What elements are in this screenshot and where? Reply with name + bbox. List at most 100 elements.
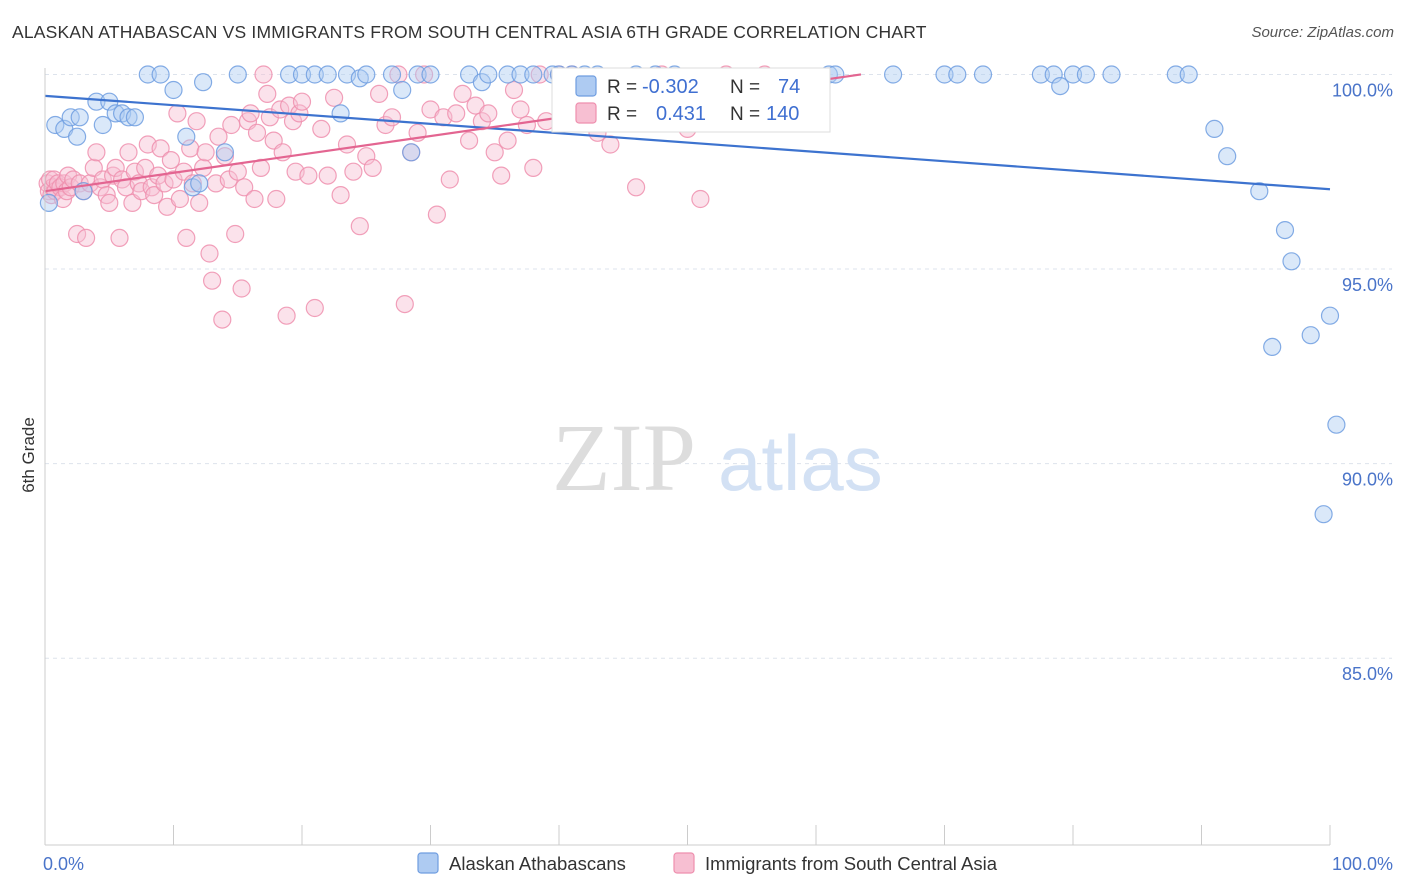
point-immigrants-south-central-asia: [601, 135, 620, 154]
point-alaskan-athabascans: [164, 80, 183, 100]
point-immigrants-south-central-asia: [498, 131, 517, 150]
point-alaskan-athabascans: [421, 65, 440, 84]
legend-swatch-blue: [575, 75, 597, 97]
legend-r-value-1: -0.302: [642, 76, 699, 98]
point-immigrants-south-central-asia: [305, 298, 324, 318]
point-alaskan-athabascans: [1282, 252, 1301, 271]
point-immigrants-south-central-asia: [440, 170, 459, 189]
point-alaskan-athabascans: [177, 127, 196, 146]
point-immigrants-south-central-asia: [299, 166, 318, 185]
point-immigrants-south-central-asia: [228, 162, 247, 181]
legend-n-value-1: 74: [778, 76, 800, 98]
point-alaskan-athabascans: [125, 108, 144, 127]
point-alaskan-athabascans: [119, 108, 138, 127]
legend-r-label-2: R =: [607, 104, 637, 125]
point-immigrants-south-central-asia: [626, 178, 646, 197]
point-alaskan-athabascans: [1102, 65, 1121, 84]
point-alaskan-athabascans: [39, 193, 59, 212]
y-tick-label: 100.0%: [1332, 80, 1393, 100]
point-immigrants-south-central-asia: [350, 217, 369, 236]
point-alaskan-athabascans: [1205, 119, 1224, 138]
point-alaskan-athabascans: [948, 65, 967, 84]
trend-line-alaskan-athabascans: [44, 94, 1331, 191]
point-immigrants-south-central-asia: [485, 143, 504, 162]
x-tick-label-max: 100.0%: [1332, 854, 1393, 874]
bottom-legend-label-2: Immigrants from South Central Asia: [705, 853, 998, 874]
point-immigrants-south-central-asia: [331, 186, 350, 205]
stats-legend: R = -0.302 N = 74 R = 0.431 N = 140: [551, 67, 831, 133]
source-label: Source: ZipAtlas.com: [1251, 24, 1394, 41]
point-immigrants-south-central-asia: [106, 158, 125, 177]
y-axis-title: 6th Grade: [19, 417, 38, 493]
point-immigrants-south-central-asia: [318, 166, 337, 185]
point-alaskan-athabascans: [479, 65, 498, 84]
watermark-atlas: atlas: [718, 419, 883, 507]
y-tick-label: 95.0%: [1342, 275, 1393, 295]
point-immigrants-south-central-asia: [119, 143, 138, 162]
point-immigrants-south-central-asia: [254, 65, 273, 84]
point-alaskan-athabascans: [1179, 65, 1198, 84]
point-alaskan-athabascans: [511, 65, 530, 84]
legend-n-label-2: N =: [730, 104, 760, 125]
point-alaskan-athabascans: [1051, 76, 1070, 96]
point-immigrants-south-central-asia: [161, 151, 180, 170]
point-immigrants-south-central-asia: [492, 166, 511, 185]
point-immigrants-south-central-asia: [177, 228, 196, 247]
point-immigrants-south-central-asia: [203, 271, 222, 290]
point-immigrants-south-central-asia: [382, 108, 402, 127]
y-tick-label: 85.0%: [1342, 664, 1393, 684]
point-alaskan-athabascans: [393, 80, 412, 100]
point-alaskan-athabascans: [215, 143, 234, 162]
point-alaskan-athabascans: [280, 65, 299, 84]
point-immigrants-south-central-asia: [691, 189, 710, 209]
point-alaskan-athabascans: [1320, 306, 1340, 325]
point-immigrants-south-central-asia: [357, 147, 376, 166]
point-alaskan-athabascans: [190, 174, 209, 193]
x-tick-label-min: 0.0%: [43, 854, 84, 874]
point-immigrants-south-central-asia: [511, 100, 530, 119]
point-alaskan-athabascans: [1250, 182, 1269, 201]
point-immigrants-south-central-asia: [524, 158, 543, 177]
axes: 100.0% 95.0% 90.0% 85.0% 0.0% 100.0%: [43, 68, 1393, 874]
watermark-zip: ZIP: [552, 404, 696, 511]
point-immigrants-south-central-asia: [258, 84, 277, 104]
point-alaskan-athabascans: [228, 65, 247, 84]
point-alaskan-athabascans: [93, 115, 112, 135]
point-alaskan-athabascans: [883, 65, 903, 84]
point-immigrants-south-central-asia: [222, 115, 241, 135]
point-immigrants-south-central-asia: [209, 127, 228, 146]
point-alaskan-athabascans: [1275, 221, 1295, 240]
point-immigrants-south-central-asia: [267, 189, 286, 209]
point-immigrants-south-central-asia: [277, 306, 296, 325]
point-alaskan-athabascans: [138, 65, 157, 84]
stats-legend-box: [551, 67, 831, 133]
point-immigrants-south-central-asia: [213, 310, 232, 329]
point-immigrants-south-central-asia: [370, 84, 389, 104]
point-immigrants-south-central-asia: [504, 80, 524, 100]
point-immigrants-south-central-asia: [395, 295, 414, 314]
point-immigrants-south-central-asia: [363, 158, 382, 177]
point-immigrants-south-central-asia: [226, 224, 245, 244]
point-immigrants-south-central-asia: [100, 193, 119, 212]
point-immigrants-south-central-asia: [125, 162, 144, 181]
point-immigrants-south-central-asia: [187, 112, 206, 131]
point-immigrants-south-central-asia: [110, 228, 129, 247]
point-immigrants-south-central-asia: [232, 279, 251, 298]
point-alaskan-athabascans: [1218, 147, 1237, 166]
point-immigrants-south-central-asia: [196, 143, 215, 162]
point-alaskan-athabascans: [70, 108, 89, 127]
point-immigrants-south-central-asia: [460, 131, 479, 150]
point-immigrants-south-central-asia: [190, 193, 209, 212]
point-alaskan-athabascans: [87, 92, 106, 111]
point-alaskan-athabascans: [408, 65, 427, 84]
point-immigrants-south-central-asia: [151, 139, 170, 158]
point-immigrants-south-central-asia: [415, 65, 434, 84]
point-alaskan-athabascans: [1314, 505, 1333, 524]
point-alaskan-athabascans: [357, 65, 376, 84]
point-alaskan-athabascans: [382, 65, 402, 84]
point-immigrants-south-central-asia: [183, 174, 202, 193]
point-immigrants-south-central-asia: [337, 135, 357, 154]
point-immigrants-south-central-asia: [235, 178, 254, 197]
point-alaskan-athabascans: [1301, 326, 1320, 345]
